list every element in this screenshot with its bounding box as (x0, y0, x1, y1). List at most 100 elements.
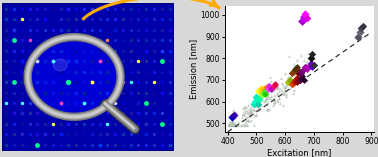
Point (246, 119, 252, 122)
Point (290, 72, 296, 75)
Point (278, 77, 284, 80)
Point (299, 74, 305, 77)
Point (256, 105, 262, 108)
Point (274, 82, 280, 85)
Point (228, 124, 234, 127)
Point (308, 61, 314, 64)
Point (274, 92, 280, 95)
Point (301, 59, 307, 62)
Point (294, 66, 300, 68)
Point (279, 81, 285, 84)
Point (259, 91, 265, 93)
Point (268, 80, 274, 83)
Point (279, 90, 285, 93)
Point (265, 109, 271, 112)
Point (287, 75, 293, 77)
Point (287, 80, 293, 82)
Point (262, 100, 268, 102)
Point (248, 106, 254, 108)
Point (274, 84, 280, 87)
Point (299, 70, 305, 72)
Point (255, 103, 261, 105)
Point (271, 100, 277, 103)
Point (229, 120, 235, 122)
Point (304, 67, 310, 70)
Point (238, 124, 244, 127)
Point (290, 72, 296, 75)
Point (262, 92, 268, 94)
Point (245, 118, 251, 121)
Point (268, 87, 274, 90)
Point (275, 100, 281, 102)
Point (268, 95, 274, 97)
Point (231, 124, 237, 127)
Point (282, 72, 288, 75)
X-axis label: Excitation [nm]: Excitation [nm] (267, 149, 332, 157)
Point (248, 111, 254, 113)
Point (257, 90, 263, 93)
Point (282, 86, 288, 89)
Point (255, 99, 261, 101)
Point (249, 101, 255, 104)
Point (226, 124, 232, 127)
Point (248, 110, 254, 113)
Point (290, 83, 296, 86)
Point (251, 103, 257, 105)
Point (243, 109, 249, 111)
Point (280, 92, 287, 94)
Point (292, 74, 298, 76)
Point (271, 94, 277, 96)
Point (298, 76, 304, 79)
Point (295, 72, 301, 75)
Point (264, 108, 270, 110)
Point (280, 92, 287, 95)
Point (269, 89, 275, 92)
Point (299, 70, 305, 72)
Point (255, 107, 261, 110)
Point (254, 105, 260, 108)
Point (311, 63, 317, 66)
Point (302, 66, 308, 68)
Circle shape (28, 37, 121, 117)
Point (256, 98, 262, 101)
Point (299, 70, 305, 73)
Point (245, 119, 251, 121)
Point (294, 69, 301, 72)
Point (265, 97, 271, 100)
Point (308, 57, 314, 60)
Point (271, 98, 277, 101)
Point (304, 70, 310, 72)
Point (357, 31, 363, 34)
Point (235, 124, 241, 127)
Point (242, 111, 248, 114)
Point (267, 97, 273, 99)
Point (282, 86, 288, 88)
Point (244, 116, 250, 119)
Point (264, 102, 270, 105)
Point (246, 109, 252, 112)
Point (241, 110, 247, 112)
Point (260, 100, 266, 103)
Point (259, 93, 265, 95)
Point (263, 98, 270, 101)
Point (259, 89, 265, 92)
Point (266, 85, 273, 88)
Point (287, 86, 293, 89)
Point (298, 70, 304, 72)
Point (248, 108, 254, 110)
Point (276, 101, 282, 104)
Point (231, 124, 237, 127)
Point (294, 59, 300, 61)
Point (286, 55, 292, 57)
Point (259, 94, 265, 96)
Point (290, 70, 296, 72)
Point (229, 121, 235, 123)
Point (257, 107, 263, 110)
Point (242, 124, 248, 127)
Point (301, 77, 307, 79)
Point (231, 124, 237, 127)
Point (305, 52, 311, 55)
Point (263, 97, 269, 100)
Point (239, 115, 245, 118)
Point (241, 114, 247, 116)
